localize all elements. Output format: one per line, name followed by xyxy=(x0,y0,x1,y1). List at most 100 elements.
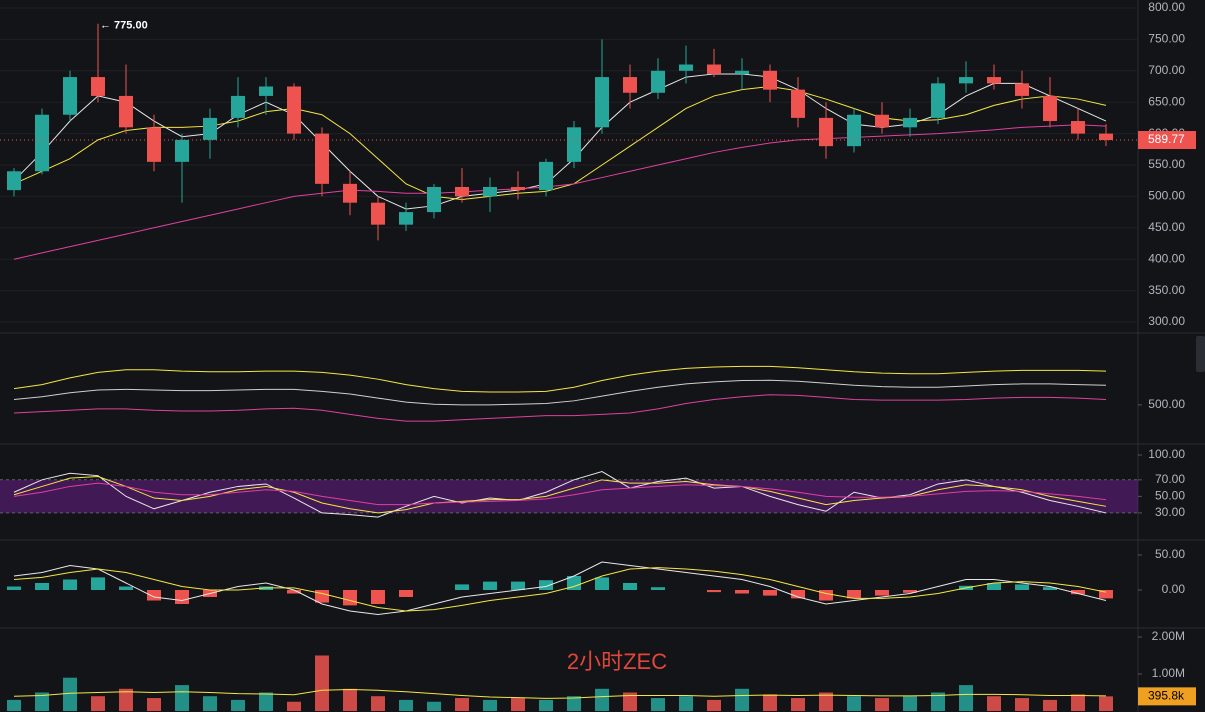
macd-bar xyxy=(455,584,469,590)
y-tick-label: 50.00 xyxy=(1155,547,1185,561)
indicator-line xyxy=(13,561,1107,616)
volume-bar xyxy=(595,688,609,711)
candle-body xyxy=(315,133,329,184)
macd-bar xyxy=(343,590,357,606)
y-tick-label: 400.00 xyxy=(1148,251,1185,265)
y-tick-label: 70.00 xyxy=(1155,472,1185,486)
indicator-line xyxy=(13,85,1107,201)
candle-body xyxy=(931,83,945,118)
y-tick-label: 100.00 xyxy=(1148,447,1185,461)
candle-body xyxy=(35,114,49,172)
y-tick-label: 30.00 xyxy=(1155,505,1185,519)
candle-body xyxy=(63,77,77,115)
volume-bar xyxy=(203,696,217,711)
volume-bar xyxy=(819,692,833,711)
candle-body xyxy=(707,64,721,74)
candle-body xyxy=(203,117,217,140)
candle-body xyxy=(175,139,189,162)
y-tick-label: 2.00M xyxy=(1152,629,1185,643)
volume-bar xyxy=(399,699,413,711)
y-tick-label: 500.00 xyxy=(1148,397,1185,411)
candle-body xyxy=(959,77,973,84)
macd-bar xyxy=(7,586,21,590)
volume-bar xyxy=(315,655,329,711)
candle-body xyxy=(651,70,665,93)
y-tick-label: 0.00 xyxy=(1162,582,1186,596)
last-price-label: 589.77 xyxy=(1148,132,1185,146)
candle-body xyxy=(427,186,441,213)
macd-bar xyxy=(511,581,525,590)
candle-body xyxy=(371,202,385,225)
y-tick-label: 750.00 xyxy=(1148,32,1185,46)
candle-body xyxy=(987,77,1001,84)
volume-bar xyxy=(35,692,49,711)
macd-bar xyxy=(819,590,833,601)
y-tick-label: 500.00 xyxy=(1148,189,1185,203)
macd-bar xyxy=(371,590,385,604)
volume-bar xyxy=(875,698,889,711)
pane-handle[interactable] xyxy=(1196,336,1205,372)
candle-body xyxy=(287,86,301,134)
macd-bar xyxy=(735,590,749,594)
candle-body xyxy=(91,77,105,96)
macd-bar xyxy=(175,590,189,604)
volume-bar xyxy=(1015,698,1029,711)
candle-body xyxy=(763,70,777,90)
candle-body xyxy=(511,186,525,191)
volume-bar xyxy=(623,692,637,711)
y-tick-label: 350.00 xyxy=(1148,283,1185,297)
volume-bar xyxy=(987,696,1001,711)
candle-body xyxy=(539,161,553,191)
indicator-line xyxy=(13,73,1107,210)
candle-body xyxy=(595,77,609,128)
volume-bar xyxy=(231,699,245,711)
volume-bar xyxy=(511,698,525,711)
candle-body xyxy=(819,117,833,147)
y-tick-label: 550.00 xyxy=(1148,157,1185,171)
volume-bar xyxy=(259,692,273,711)
macd-bar xyxy=(1043,587,1057,590)
candle-body xyxy=(343,183,357,203)
candle-body xyxy=(1099,133,1113,141)
volume-bar xyxy=(931,692,945,711)
volume-bar xyxy=(847,696,861,711)
volume-tag xyxy=(1138,687,1196,706)
volume-bar xyxy=(455,698,469,711)
macd-bar xyxy=(147,590,161,601)
macd-bar xyxy=(707,590,721,593)
candle-body xyxy=(567,127,581,162)
candle-body xyxy=(903,117,917,128)
volume-bar xyxy=(7,699,21,711)
macd-bar xyxy=(1071,590,1085,595)
candle-body xyxy=(847,114,861,147)
volume-bar xyxy=(903,696,917,711)
y-tick-label: 50.00 xyxy=(1155,489,1185,503)
volume-bar xyxy=(1099,696,1113,711)
macd-bar xyxy=(595,577,609,590)
y-tick-label: 800.00 xyxy=(1148,0,1185,14)
volume-bar xyxy=(791,698,805,711)
y-tick-label: 300.00 xyxy=(1148,314,1185,328)
volume-bar xyxy=(959,685,973,711)
macd-bar xyxy=(903,590,917,593)
volume-bar xyxy=(679,696,693,711)
indicator-line xyxy=(13,394,1107,422)
volume-bar xyxy=(343,688,357,711)
volume-bar xyxy=(147,698,161,711)
y-tick-label: 450.00 xyxy=(1148,220,1185,234)
volume-bar xyxy=(91,696,105,711)
macd-bar xyxy=(651,587,665,590)
candle-body xyxy=(231,95,245,118)
volume-bar xyxy=(763,694,777,711)
candle-body xyxy=(483,186,497,197)
macd-bar xyxy=(623,583,637,590)
candle-body xyxy=(455,186,469,197)
indicator-line xyxy=(13,379,1107,406)
volume-bar xyxy=(483,699,497,711)
indicator-line xyxy=(13,476,1107,514)
candle-body xyxy=(147,127,161,162)
volume-bar xyxy=(1043,699,1057,711)
rsi-band xyxy=(0,479,1138,513)
